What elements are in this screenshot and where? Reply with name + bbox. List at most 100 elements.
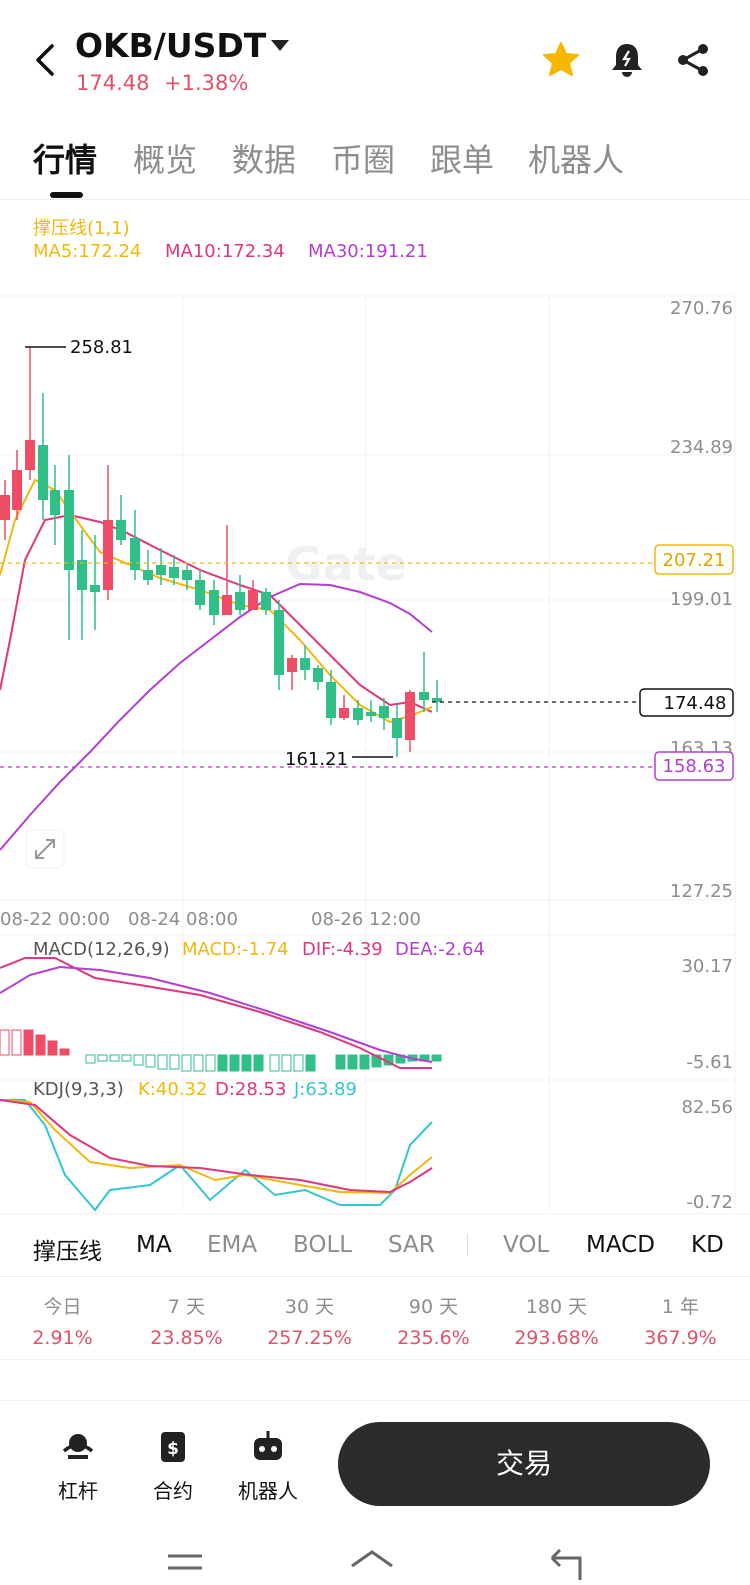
header: OKB/USDT 174.48 +1.38% [0,0,750,115]
indicator-kdj[interactable]: KD [691,1232,724,1258]
current-price: 174.48 [76,71,150,95]
support-price-label: 158.63 [663,756,726,777]
candle-body [12,470,22,510]
main-tabs: 行情 概览 数据 币圈 跟单 机器人 [0,125,750,200]
candle-body [77,560,87,590]
macd-axis-label: -5.61 [686,1052,733,1073]
expand-chart-icon[interactable] [25,829,65,869]
indicator-macd[interactable]: MACD [586,1232,655,1258]
system-navigation-bar [168,1548,582,1580]
tab-copy-trade[interactable]: 跟单 [430,141,495,179]
indicator-support-resistance[interactable]: 撑压线 [33,1239,102,1265]
share-icon[interactable] [673,40,713,80]
tab-robot[interactable]: 机器人 [528,141,625,179]
macd-bar [47,1040,58,1056]
period-value: 235.6% [397,1327,470,1349]
macd-histogram [0,1029,442,1072]
macd-bar [281,1054,292,1072]
time-axis-label: 08-26 12:00 [311,909,421,930]
dea-value: DEA:-2.64 [395,939,485,960]
macd-bar [97,1054,108,1062]
kdj-axis-label: 82.56 [681,1097,733,1118]
macd-bar [109,1054,120,1062]
candle-body [300,658,310,670]
tab-overview[interactable]: 概览 [133,141,198,179]
kdj-axis-label: -0.72 [686,1192,733,1213]
price-chart[interactable]: Gate 270.76 234.89 199.01 163.13 127.25 … [0,200,750,1213]
ma30-value: MA30:191.21 [308,241,428,262]
macd-title: MACD(12,26,9) [33,939,170,960]
tab-community[interactable]: 币圈 [331,141,396,179]
contract-label: 合约 [153,1479,193,1503]
trading-pair-title[interactable]: OKB/USDT [75,26,267,65]
candle-body [209,590,219,615]
period-7d: 7 天 23.85% [124,1292,249,1349]
pair-dropdown-icon[interactable] [271,40,289,51]
menu-icon[interactable] [168,1554,202,1570]
period-label: 7 天 [167,1296,206,1318]
candle-body [405,692,415,740]
macd-bar [85,1054,96,1064]
period-30d: 30 天 257.25% [247,1292,372,1349]
macd-bar [121,1054,132,1062]
macd-bar [11,1029,22,1056]
period-90d: 90 天 235.6% [371,1292,496,1349]
gate-watermark: Gate [285,537,407,591]
indicator-ema[interactable]: EMA [207,1232,258,1258]
candle-body [38,445,48,500]
dif-value: DIF:-4.39 [302,939,383,960]
price-axis-label: 127.25 [670,881,733,902]
macd-bar [181,1054,192,1072]
candle-body [222,595,232,615]
back-arrow-icon[interactable] [30,40,62,80]
candle-body [287,658,297,672]
chart-grid [0,295,736,1210]
indicator-vol[interactable]: VOL [503,1232,550,1258]
trade-button[interactable]: 交易 [338,1422,710,1506]
low-price-marker: 161.21 [285,749,348,770]
price-axis-label: 199.01 [670,589,733,610]
robot-button[interactable]: 机器人 [228,1429,308,1504]
macd-bar [157,1054,168,1070]
indicator-sar[interactable]: SAR [388,1232,435,1258]
period-value: 2.91% [32,1327,93,1349]
tab-market[interactable]: 行情 [33,141,98,179]
period-1y: 1 年 367.9% [618,1292,743,1349]
dif-line [0,957,432,1069]
ma5-value: MA5:172.24 [33,241,142,262]
tab-data[interactable]: 数据 [232,141,297,179]
svg-text:$: $ [167,1439,179,1459]
price-axis-label: 270.76 [670,298,733,319]
period-label: 180 天 [525,1296,588,1318]
period-today: 今日 2.91% [0,1292,125,1349]
ma30-line [0,582,433,851]
home-icon[interactable] [351,1550,393,1568]
current-price-label: 174.48 [664,693,727,714]
candle-body [392,718,402,738]
leverage-label: 杠杆 [58,1479,98,1503]
high-price-marker: 258.81 [70,337,133,358]
candle-body [143,570,153,580]
indicator-boll[interactable]: BOLL [293,1232,353,1258]
period-label: 1 年 [661,1296,700,1318]
favorite-star-icon[interactable] [541,40,581,80]
dea-line [0,965,433,1063]
candle-body [353,708,363,720]
kdj-d-value: D:28.53 [215,1079,286,1100]
back-nav-icon[interactable] [550,1548,582,1580]
active-tab-indicator [50,192,83,198]
kdj-j-line [0,1099,433,1212]
candlestick-series [0,347,442,757]
leverage-button[interactable]: 杠杆 [38,1429,118,1504]
indicator-ma[interactable]: MA [136,1232,172,1258]
candle-body [64,490,74,570]
candle-body [0,495,10,520]
price-alert-bell-icon[interactable] [607,40,647,80]
robot-label: 机器人 [238,1479,298,1503]
contract-button[interactable]: $ 合约 [133,1429,213,1504]
macd-axis-label: 30.17 [681,956,733,977]
candle-body [419,692,429,700]
time-axis-label: 08-24 08:00 [128,909,238,930]
macd-bar [431,1054,442,1062]
indicator-divider [467,1234,468,1256]
